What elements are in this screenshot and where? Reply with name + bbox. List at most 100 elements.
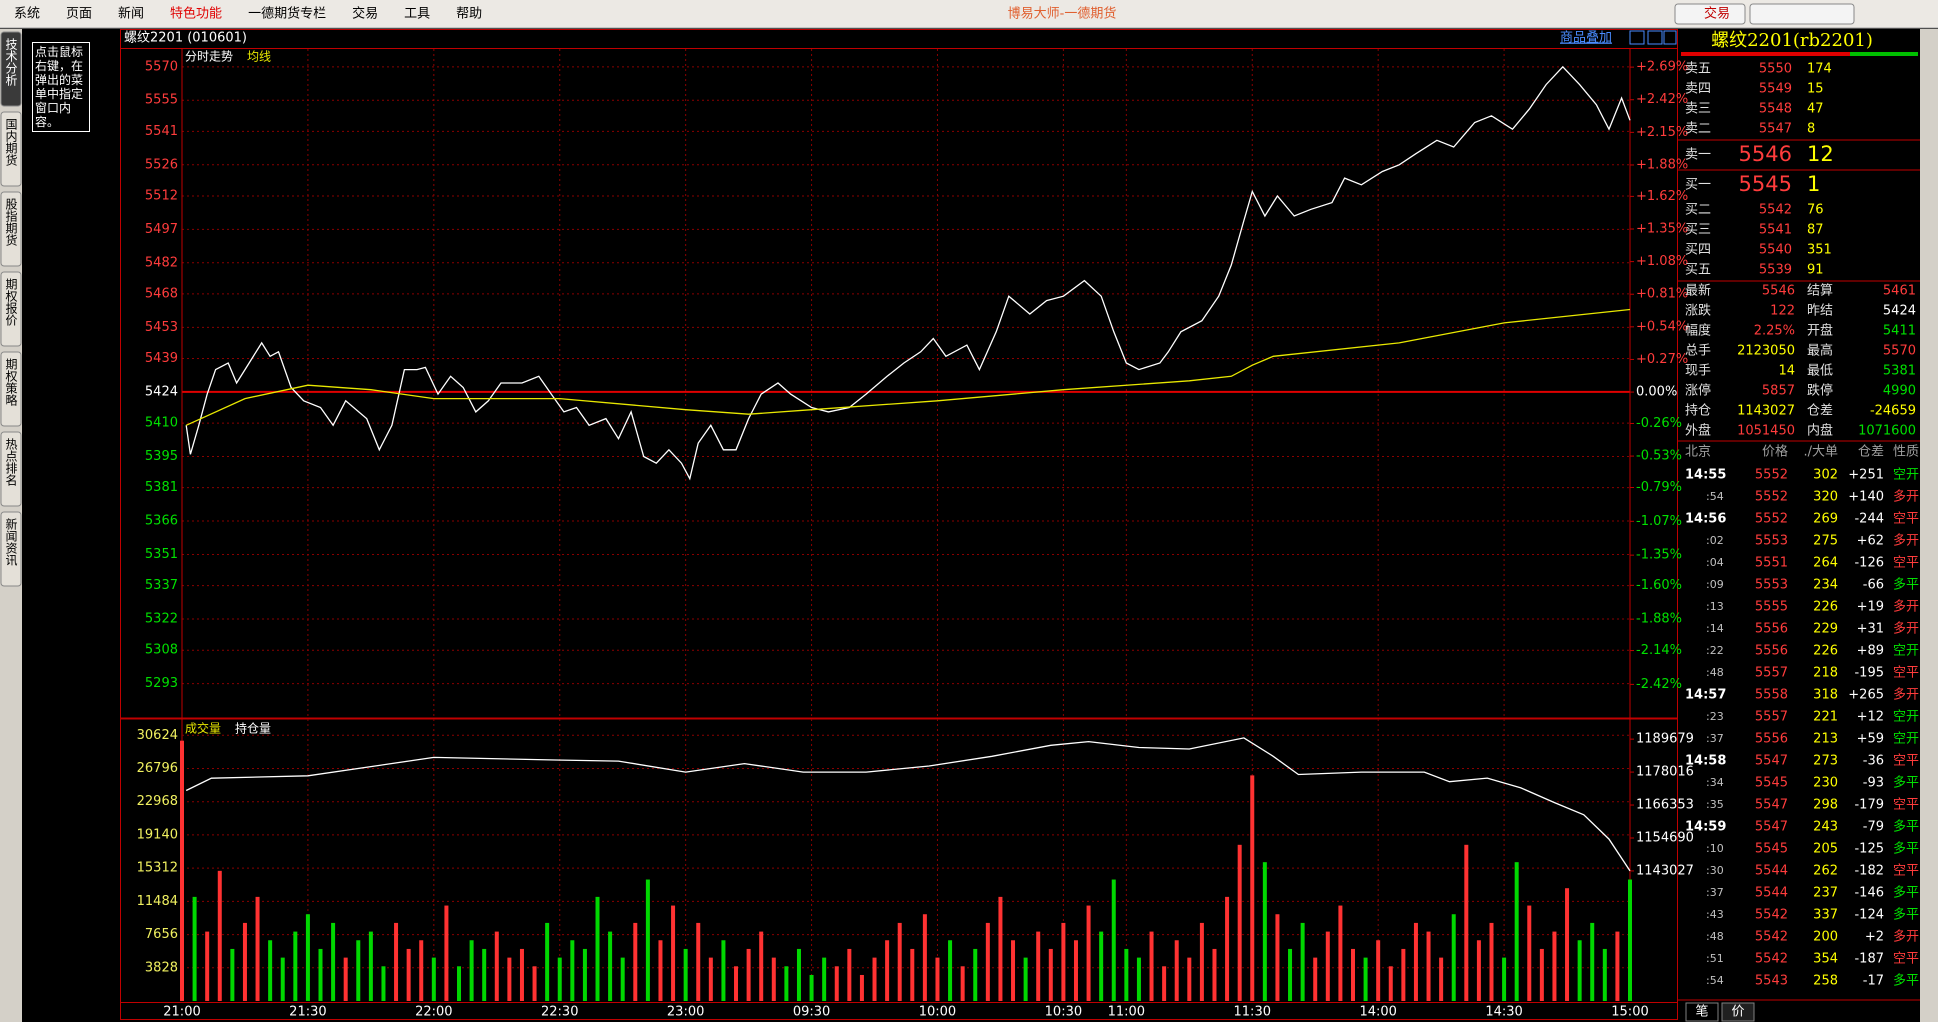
toolbar-button[interactable] — [1749, 3, 1855, 25]
tick-nature: 多开 — [1893, 929, 1919, 945]
quote-tab-label[interactable]: 笔 — [1695, 1004, 1708, 1020]
volume-bar — [796, 948, 801, 1001]
side-tab[interactable] — [0, 271, 22, 347]
tick-change: -17 — [1863, 974, 1884, 989]
quote-tab[interactable] — [1685, 1002, 1719, 1022]
quote-tab[interactable] — [1721, 1002, 1755, 1022]
volume-bar — [608, 931, 613, 1001]
tick-price: 5545 — [1755, 776, 1788, 791]
tick-volume: 234 — [1813, 578, 1838, 593]
menu-item[interactable]: 特色功能 — [170, 6, 222, 22]
tick-change: +265 — [1848, 688, 1884, 703]
y-tick-label: 5424 — [145, 384, 178, 399]
side-tab[interactable] — [0, 111, 22, 187]
book-price: 5541 — [1759, 223, 1792, 238]
volume-bar — [746, 948, 751, 1001]
tick-price: 5557 — [1755, 710, 1788, 725]
volume-bar — [1149, 931, 1154, 1001]
tick-nature: 多平 — [1893, 841, 1919, 857]
side-tab-label[interactable]: 期权策略 — [4, 358, 18, 407]
volume-bar — [885, 940, 890, 1001]
tick-price: 5552 — [1755, 490, 1788, 505]
menu-item[interactable]: 帮助 — [456, 7, 482, 22]
volume-bar — [494, 931, 499, 1001]
side-tab[interactable] — [0, 31, 22, 107]
trade-button-label[interactable]: 交易 — [1704, 6, 1730, 22]
stat-value: 5461 — [1883, 284, 1916, 299]
volume-bar — [658, 940, 663, 1001]
volume-bar — [343, 957, 348, 1001]
y2-tick-label: -1.60% — [1636, 578, 1682, 593]
side-tab-label[interactable]: 技术分析 — [4, 38, 18, 87]
stat-label: 总手 — [1685, 344, 1711, 359]
volume-bar — [1476, 940, 1481, 1001]
tick-nature: 空平 — [1893, 798, 1919, 813]
volume-bar — [582, 948, 587, 1001]
tick-nature: 空开 — [1893, 644, 1919, 659]
side-tab-label[interactable]: 期权报价 — [4, 278, 18, 326]
y-tick-label: 5468 — [145, 286, 178, 301]
side-tab[interactable] — [0, 431, 22, 507]
tick-change: +12 — [1857, 710, 1884, 725]
volume-bar — [545, 922, 550, 1001]
volume-bar — [1426, 931, 1431, 1001]
tick-volume: 298 — [1813, 798, 1838, 813]
menu-item[interactable]: 新闻 — [118, 6, 144, 22]
volume-bar — [1577, 940, 1582, 1001]
tick-nature: 多平 — [1893, 885, 1919, 901]
y2-tick-label: -0.53% — [1636, 449, 1682, 464]
tick-volume: 226 — [1813, 644, 1838, 659]
tick-change: +89 — [1857, 644, 1884, 659]
panel-button[interactable] — [1629, 30, 1645, 45]
volume-bar — [331, 922, 336, 1001]
tick-price: 5543 — [1755, 974, 1788, 989]
side-tab-label[interactable]: 热点排名 — [4, 438, 18, 486]
stat-value: 5411 — [1883, 324, 1916, 339]
menu-item[interactable]: 交易 — [352, 6, 378, 22]
side-tab[interactable] — [0, 351, 22, 427]
tick-price: 5553 — [1755, 578, 1788, 593]
y2-tick-label: -1.88% — [1636, 612, 1682, 627]
tick-header: 性质 — [1893, 445, 1919, 460]
book-price: 5549 — [1759, 82, 1792, 97]
side-tab-label[interactable]: 国内期货 — [4, 118, 18, 167]
y-tick-label: 5308 — [145, 643, 178, 658]
overlay-link[interactable]: 商品叠加 — [1560, 31, 1612, 46]
panel-button[interactable] — [1663, 30, 1677, 45]
side-tab[interactable] — [0, 511, 22, 587]
tick-nature: 空平 — [1893, 754, 1919, 769]
y-tick-label: 5322 — [145, 612, 178, 627]
volume-bar — [998, 896, 1003, 1001]
tick-volume: 237 — [1813, 886, 1838, 901]
side-tab-label[interactable]: 新闻资讯 — [4, 517, 18, 567]
volume-tick-label: 30624 — [137, 728, 178, 743]
trade-button[interactable] — [1674, 3, 1746, 25]
tick-volume: 213 — [1813, 732, 1838, 747]
book-price: 5547 — [1759, 122, 1792, 137]
y2-tick-label: +2.69% — [1636, 60, 1688, 75]
volume-bar — [897, 922, 902, 1001]
stat-value: 1143027 — [1737, 404, 1795, 419]
volume-bar — [1174, 940, 1179, 1001]
x-tick-label: 14:00 — [1359, 1005, 1396, 1020]
volume-bar — [1615, 931, 1620, 1001]
y2-tick-label: +0.27% — [1636, 352, 1688, 367]
menu-item[interactable]: 工具 — [404, 7, 430, 22]
volume-bar — [822, 957, 827, 1001]
volume-bar — [721, 940, 726, 1001]
menu-item[interactable]: 系统 — [14, 7, 40, 22]
side-tab-label[interactable]: 股指期货 — [4, 198, 18, 247]
quote-tab-label[interactable]: 价 — [1731, 1005, 1744, 1020]
volume-bar — [847, 948, 852, 1001]
volume-bar — [671, 905, 676, 1001]
tick-change: -126 — [1854, 556, 1884, 571]
tick-price: 5552 — [1755, 468, 1788, 483]
volume-bar — [1048, 948, 1053, 1001]
menu-item[interactable]: 页面 — [66, 7, 92, 22]
tick-change: -36 — [1863, 754, 1884, 769]
side-tab[interactable] — [0, 191, 22, 267]
panel-button[interactable] — [1647, 30, 1663, 45]
menu-item[interactable]: 一德期货专栏 — [248, 6, 326, 22]
stat-label: 持仓 — [1685, 404, 1711, 419]
